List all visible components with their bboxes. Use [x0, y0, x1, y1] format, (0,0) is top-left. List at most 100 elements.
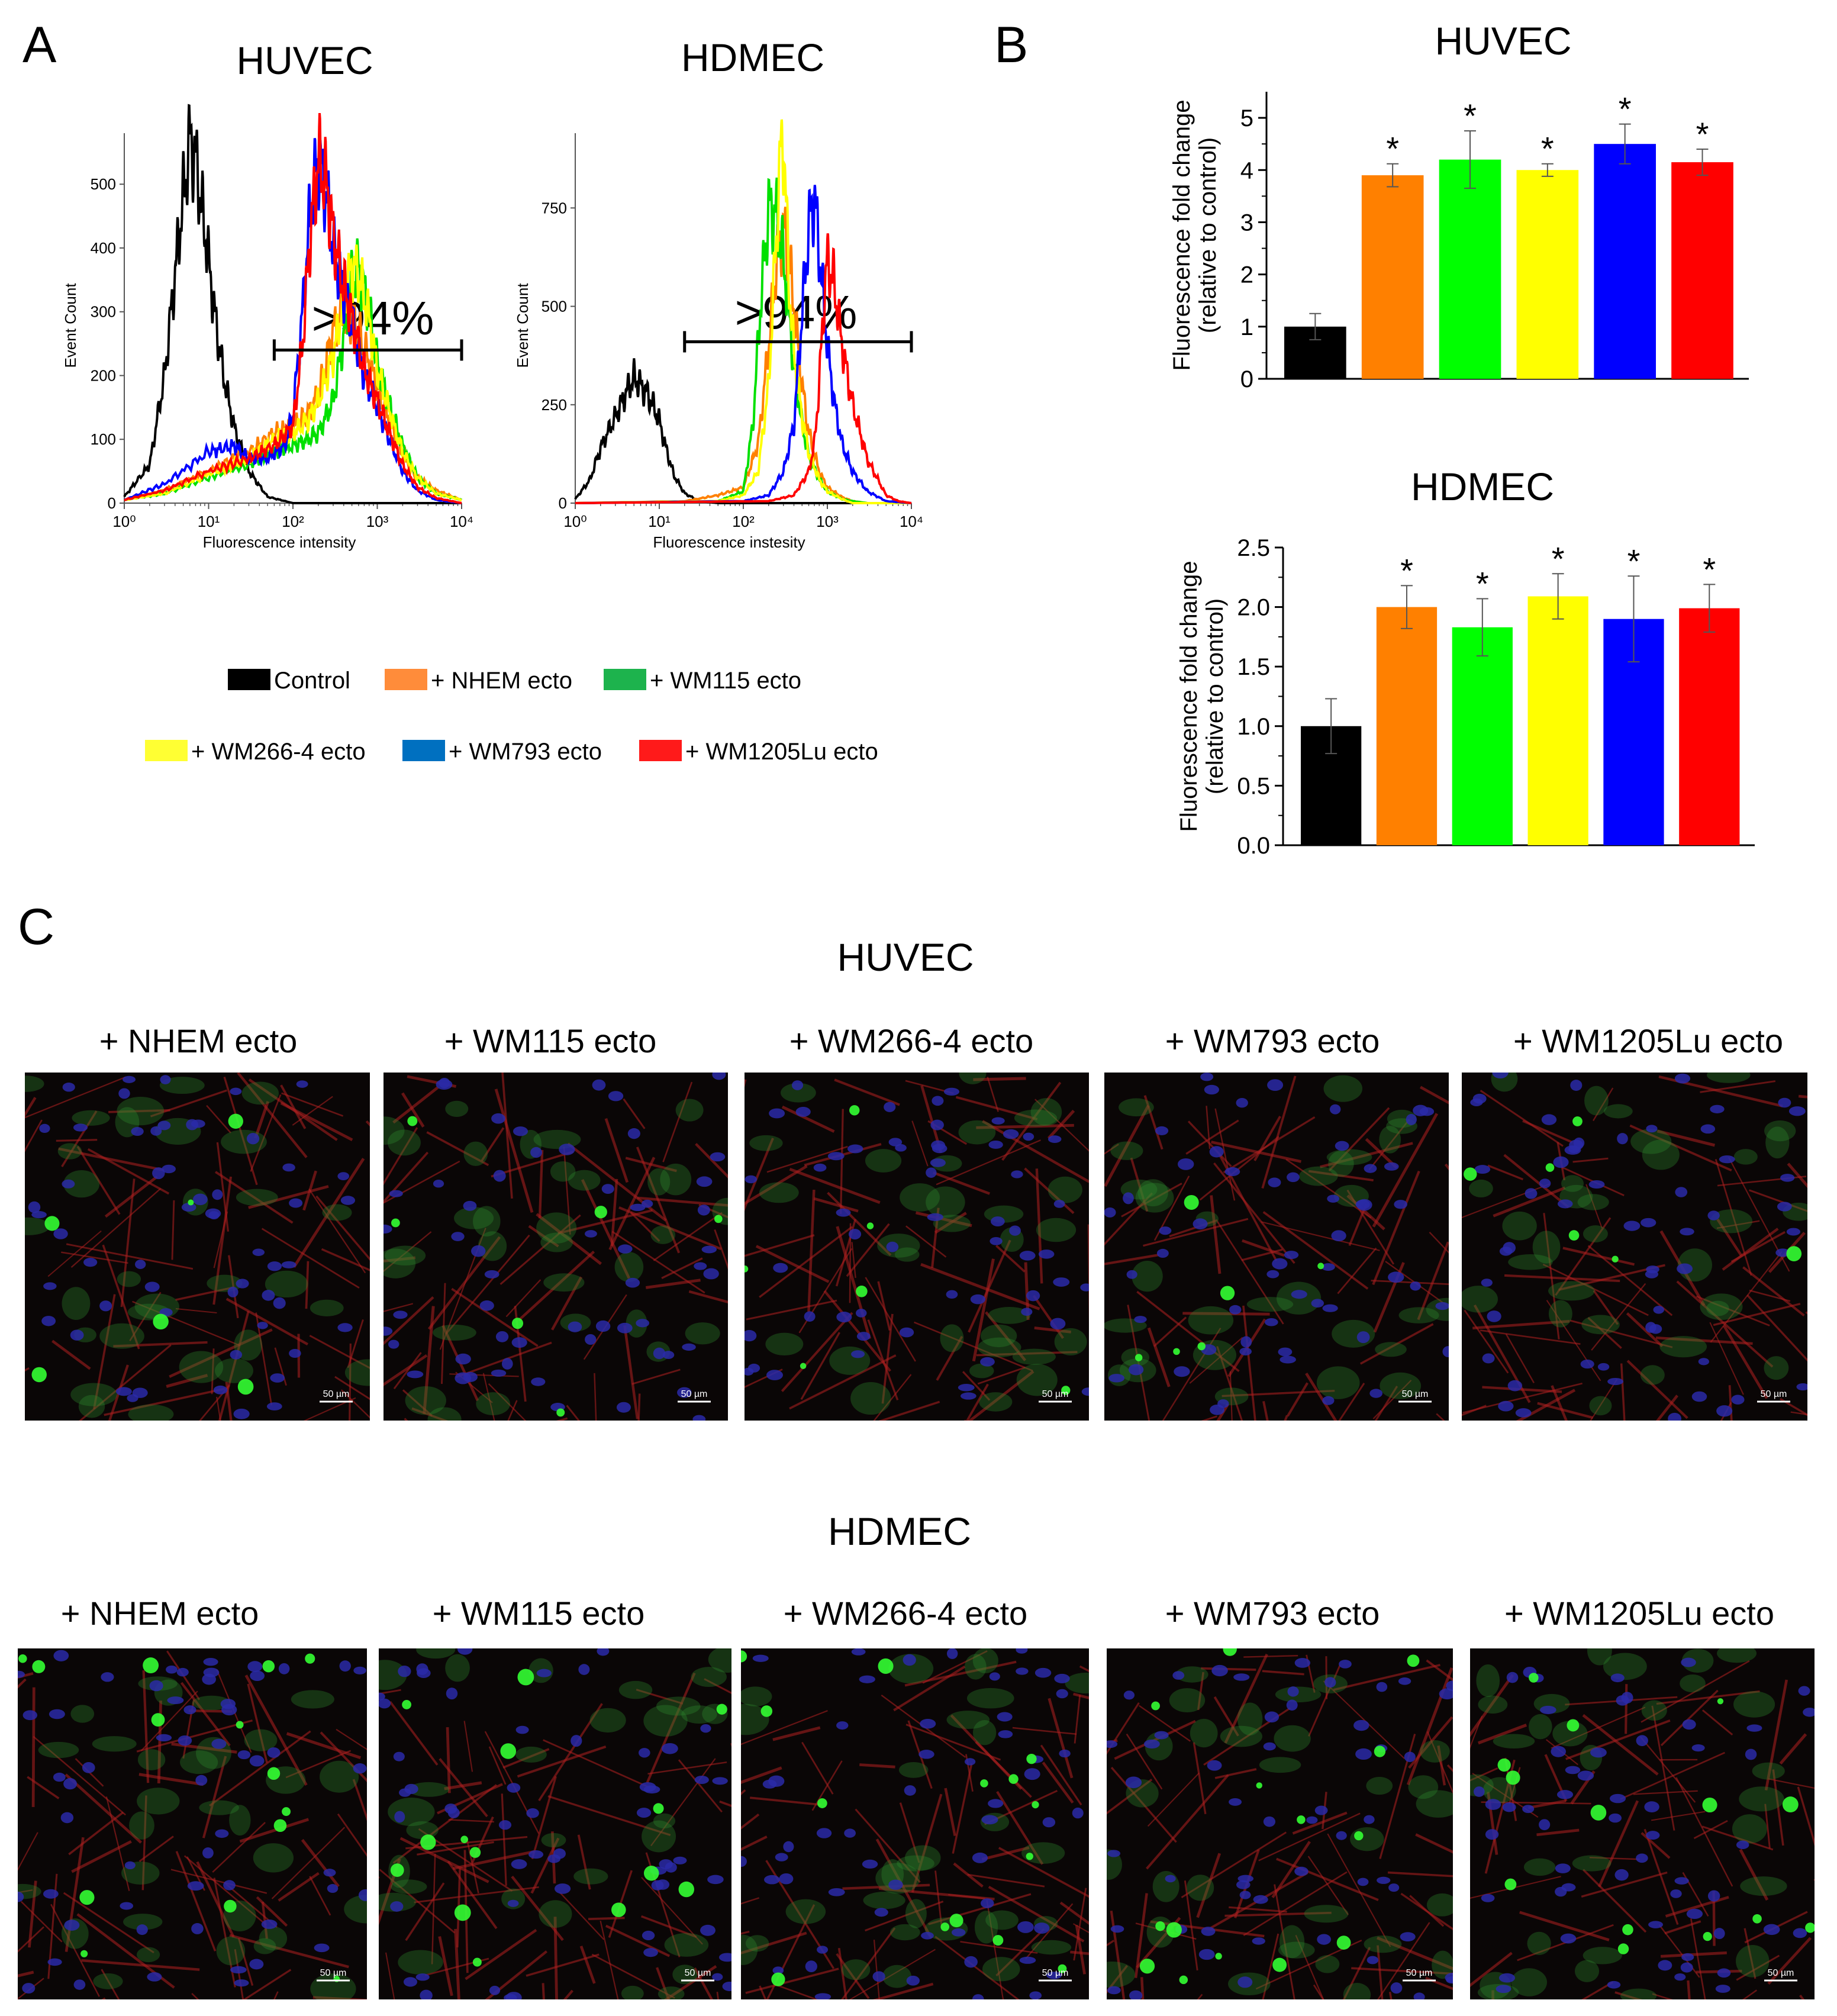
nucleus [49, 1709, 65, 1719]
nucleus [31, 1211, 47, 1219]
panel-letter-a: A [22, 17, 57, 73]
nucleus [1364, 1815, 1375, 1824]
nucleus [1339, 1660, 1352, 1669]
actin-fibre [1126, 1733, 1163, 1790]
nucleus [1021, 1307, 1033, 1316]
legend-swatch [639, 740, 682, 761]
exosome-signal [856, 1285, 868, 1297]
actin-fibre [402, 1389, 433, 1417]
nucleus [775, 1853, 788, 1862]
nucleus [1198, 1949, 1215, 1960]
cytoplasm-signal [1630, 1129, 1672, 1154]
actin-fibre [1614, 1991, 1643, 1999]
nucleus [1539, 1819, 1551, 1831]
micrograph-content [18, 1650, 367, 1999]
micrograph-background [1470, 1648, 1815, 1999]
nucleus [1026, 1290, 1040, 1302]
actin-fibre [745, 1967, 839, 1994]
actin-fibre [591, 1953, 675, 1999]
actin-fibre [104, 1387, 225, 1416]
nucleus [1487, 1310, 1501, 1322]
actin-fibre [1585, 1184, 1603, 1229]
nucleus [989, 1672, 1000, 1681]
actin-fibre [71, 1840, 132, 1873]
actin-fibre [1591, 1283, 1646, 1351]
y-axis-label: (relative to control) [1202, 598, 1228, 794]
cytoplasm-signal [216, 1936, 246, 1966]
actin-fibre [695, 1142, 728, 1178]
actin-fibre [1048, 1698, 1074, 1779]
cytoplasm-signal [92, 1736, 137, 1752]
actin-fibre [1199, 1136, 1280, 1201]
x-tick-label: 10² [282, 513, 304, 530]
actin-fibre [1768, 1778, 1815, 1789]
nucleus [578, 1664, 590, 1675]
nucleus [1698, 1358, 1710, 1366]
actin-fibre [1377, 1945, 1384, 1999]
actin-fibre [1181, 1831, 1287, 1898]
actin-fibre [1722, 1228, 1779, 1271]
actin-fibre [280, 1084, 307, 1129]
cytoplasm-signal [1379, 1126, 1401, 1154]
nucleus [584, 1230, 597, 1238]
actin-fibre [1589, 1856, 1640, 1860]
exosome-signal [500, 1743, 517, 1759]
nucleus [1072, 1807, 1084, 1819]
cytoplasm-signal [1528, 1714, 1552, 1740]
actin-fibre [1222, 1389, 1335, 1397]
nucleus [261, 1920, 278, 1929]
actin-fibre [841, 1927, 896, 1999]
micrograph-content [383, 1073, 728, 1421]
nucleus [851, 1648, 866, 1656]
exosome-signal [643, 1865, 659, 1881]
nucleus [339, 1660, 351, 1672]
nucleus [1377, 1876, 1391, 1884]
exosome-signal [716, 1703, 727, 1715]
actin-fibre [646, 1672, 696, 1783]
actin-fibre [1147, 1327, 1171, 1387]
actin-fibre [1713, 1303, 1801, 1326]
nucleus [1731, 1395, 1745, 1405]
exosome-signal [1374, 1746, 1386, 1757]
actin-fibre [383, 1160, 460, 1204]
nucleus [1646, 1125, 1658, 1133]
cytoplasm-signal [385, 1245, 426, 1266]
nucleus [144, 1281, 160, 1292]
nucleus [1553, 1156, 1569, 1168]
nucleus [768, 1775, 785, 1787]
nucleus [123, 1075, 136, 1083]
actin-fibre [439, 1758, 488, 1818]
micrograph-label: + WM266-4 ecto [789, 1022, 1033, 1059]
nucleus [1165, 1875, 1176, 1883]
actin-fibre [1387, 1871, 1453, 1877]
actin-fibre [1104, 1192, 1153, 1246]
x-tick-label: 10⁰ [563, 513, 586, 530]
actin-fibre [1480, 1090, 1564, 1147]
cytoplasm-signal [427, 1407, 462, 1421]
cytoplasm-signal [979, 1392, 1013, 1412]
actin-fibre [427, 1236, 501, 1330]
actin-fibre [920, 1263, 1040, 1310]
cytoplasm-signal [180, 1750, 218, 1775]
exosome-signal [472, 1957, 482, 1967]
cytoplasm-signal [344, 1895, 367, 1924]
nucleus [1287, 1172, 1300, 1183]
actin-fibre [678, 1759, 723, 1813]
exosome-signal [1026, 1753, 1037, 1764]
micrograph-label: + NHEM ecto [61, 1595, 259, 1632]
actin-fibre [875, 1838, 933, 1939]
exosome-signal [1572, 1116, 1583, 1126]
actin-fibre [800, 1332, 840, 1400]
nucleus [1623, 1220, 1641, 1231]
nucleus [1224, 1167, 1240, 1177]
bar-chart-hdmec: HDMEC 0.0 0.5 1.0 1.5 2.0 2.5 Fluorescence fol… [1176, 465, 1755, 859]
nucleus [220, 1699, 236, 1709]
nucleus [511, 1859, 527, 1869]
actin-fibre [641, 1915, 697, 1938]
legend-label: + WM1205Lu ecto [685, 739, 878, 765]
nucleus [273, 1297, 286, 1309]
nucleus [1011, 1170, 1023, 1178]
actin-fibre [1342, 1947, 1371, 1999]
actin-fibre [914, 1321, 1033, 1372]
nucleus [1788, 1106, 1806, 1116]
